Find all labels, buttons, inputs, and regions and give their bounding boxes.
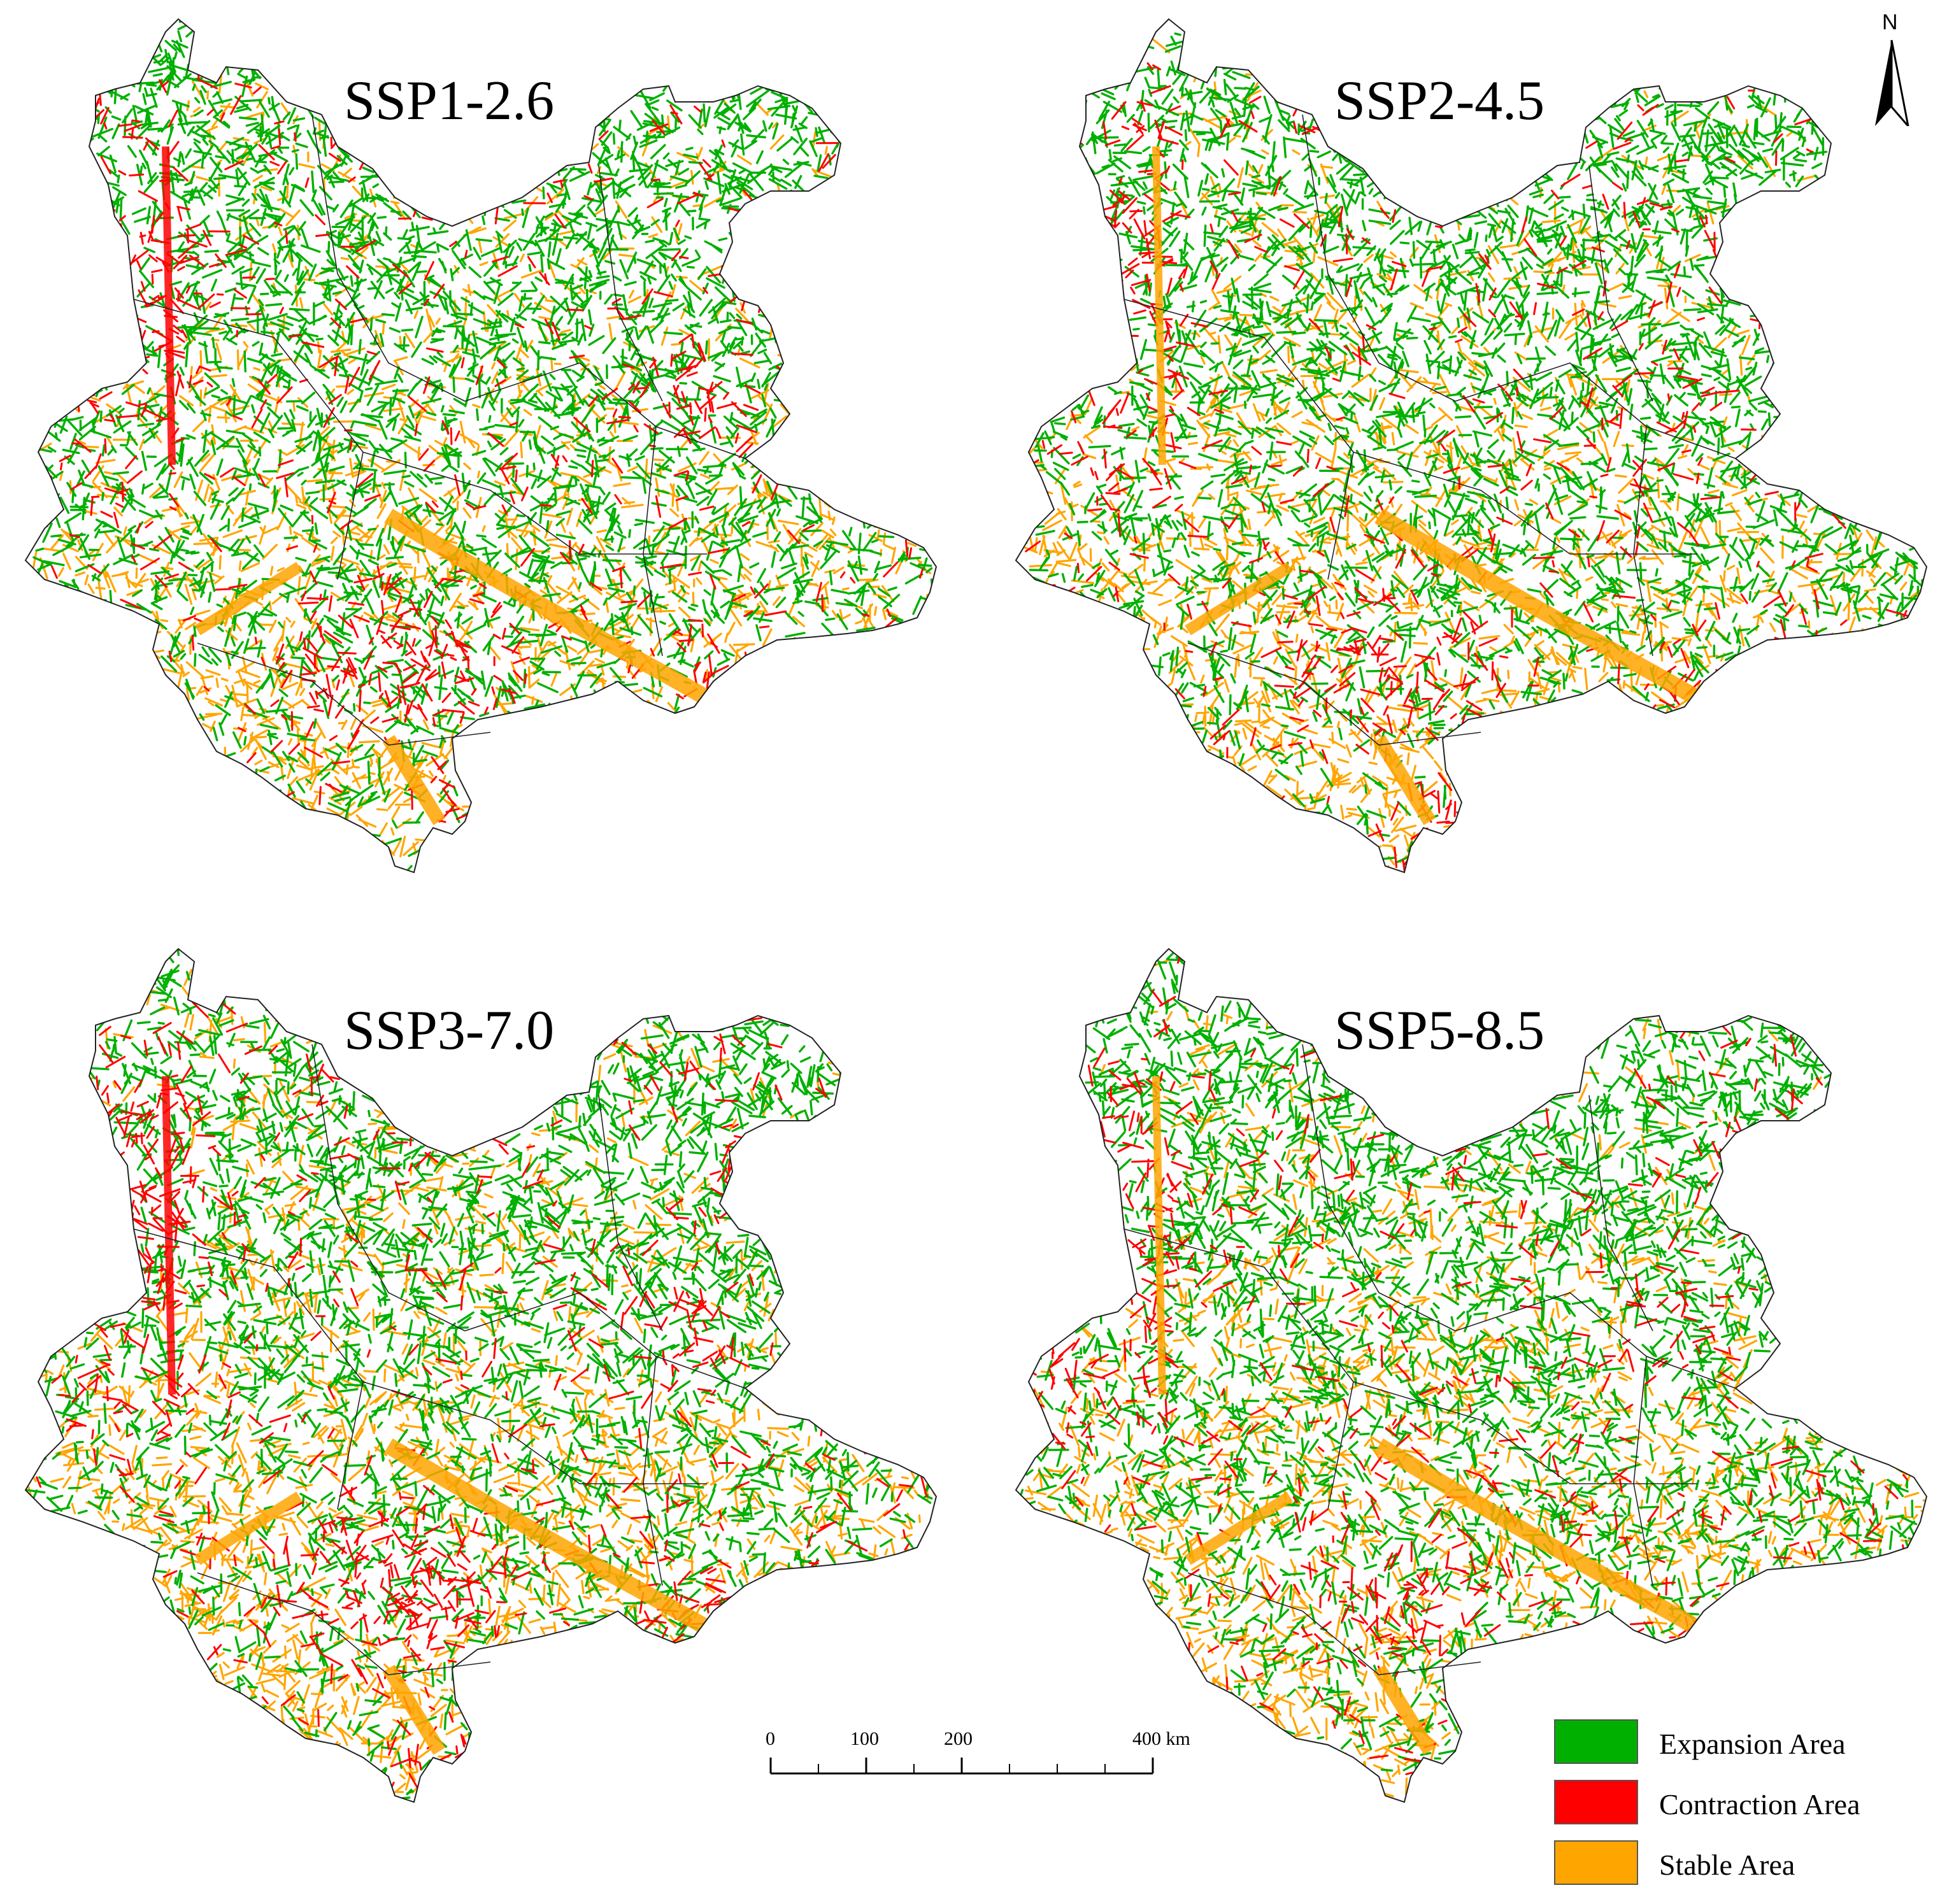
prefecture-boundary xyxy=(197,1572,491,1675)
legend-swatch xyxy=(1554,1719,1638,1764)
legend-label: Contraction Area xyxy=(1659,1788,1860,1821)
habitat-network xyxy=(25,949,936,1801)
prefecture-boundary xyxy=(1588,1095,1653,1332)
province-outline xyxy=(24,18,938,874)
prefecture-boundary xyxy=(1633,1356,1653,1586)
panel-title: SSP5-8.5 xyxy=(1334,1000,1545,1062)
habitat-network xyxy=(1018,32,1927,872)
prefecture-boundary xyxy=(311,114,466,402)
north-label: N xyxy=(1882,10,1898,34)
panel-title: SSP1-2.6 xyxy=(344,70,555,132)
legend-item-expansion: Expansion Area xyxy=(1554,1719,1911,1766)
prefecture-boundary xyxy=(1302,114,1456,402)
scale-tick-label: 0 xyxy=(766,1728,775,1749)
prefecture-boundary xyxy=(311,1044,466,1332)
legend-label: Expansion Area xyxy=(1659,1728,1846,1760)
habitat-network xyxy=(32,19,936,872)
map-panel-ssp2: SSP2-4.5 xyxy=(997,6,1933,885)
legend: Expansion Area Contraction Area Stable A… xyxy=(1554,1719,1911,1898)
map-panel-ssp5: SSP5-8.5 xyxy=(997,936,1933,1815)
legend-label: Stable Area xyxy=(1659,1849,1795,1881)
prefecture-boundary xyxy=(1455,362,1736,459)
panel-title: SSP3-7.0 xyxy=(344,1000,555,1062)
province-outline xyxy=(1015,948,1928,1803)
scale-bar: 0 100 200 400 km xyxy=(752,1719,1210,1796)
prefecture-boundary xyxy=(1187,643,1481,746)
province-outline xyxy=(24,948,938,1803)
prefecture-boundary xyxy=(1455,1292,1736,1389)
prefecture-boundary xyxy=(197,643,491,746)
prefecture-boundary xyxy=(1633,426,1653,657)
scale-tick-label: 400 km xyxy=(1132,1728,1190,1749)
habitat-network xyxy=(1017,950,1927,1798)
prefecture-boundary xyxy=(643,426,663,657)
scale-bar-graphic xyxy=(769,1758,1154,1775)
prefecture-boundary xyxy=(1588,165,1653,402)
legend-swatch xyxy=(1554,1780,1638,1824)
scale-tick-label: 200 xyxy=(944,1728,973,1749)
prefecture-boundary xyxy=(464,362,746,459)
prefecture-boundary xyxy=(464,1292,746,1389)
province-map xyxy=(24,948,938,1803)
scale-tick-label: 100 xyxy=(850,1728,879,1749)
prefecture-boundary xyxy=(643,1356,663,1586)
prefecture-boundary xyxy=(133,299,364,580)
prefecture-boundary xyxy=(1123,299,1354,580)
prefecture-boundary xyxy=(1302,1044,1456,1332)
prefecture-boundary xyxy=(598,165,663,402)
map-panel-ssp3: SSP3-7.0 xyxy=(6,936,949,1815)
legend-swatch xyxy=(1554,1840,1638,1885)
prefecture-boundary xyxy=(1123,1228,1354,1510)
province-map xyxy=(24,18,938,874)
prefecture-boundary xyxy=(133,1228,364,1510)
legend-item-stable: Stable Area xyxy=(1554,1840,1911,1887)
legend-item-contraction: Contraction Area xyxy=(1554,1780,1911,1827)
north-arrow-icon xyxy=(1875,39,1909,126)
panel-title: SSP2-4.5 xyxy=(1334,70,1545,132)
prefecture-boundary xyxy=(598,1095,663,1332)
province-outline xyxy=(1015,18,1928,874)
map-panel-ssp1: SSP1-2.6 xyxy=(6,6,949,885)
province-map xyxy=(1015,18,1928,874)
prefecture-boundary xyxy=(1187,1572,1481,1675)
province-map xyxy=(1015,948,1928,1803)
